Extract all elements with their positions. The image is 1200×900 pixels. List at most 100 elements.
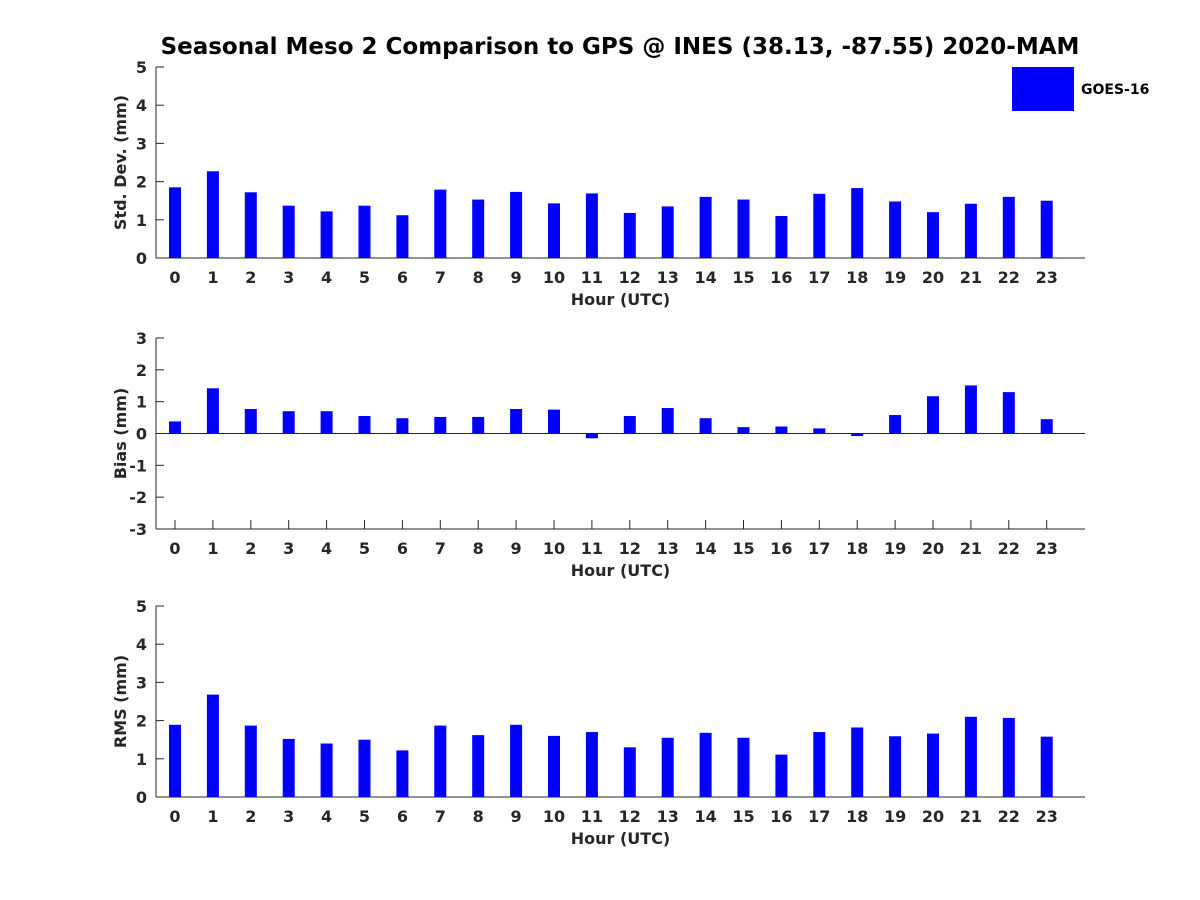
rms-x-tick-label: 10 — [543, 807, 565, 826]
rms-x-axis-label: Hour (UTC) — [571, 829, 671, 848]
bias-x-tick-label: 22 — [998, 539, 1020, 558]
std-dev-bar — [585, 193, 598, 258]
bias-bar — [737, 427, 750, 434]
rms-x-tick-label: 5 — [359, 807, 370, 826]
std-dev-bar — [358, 205, 371, 258]
rms-x-tick-label: 17 — [808, 807, 830, 826]
std-dev-bar — [434, 189, 447, 258]
rms-x-tick-label: 21 — [960, 807, 982, 826]
rms-bar — [661, 737, 674, 797]
std-dev-bar — [927, 212, 939, 258]
std-dev-bar — [1002, 196, 1015, 258]
std-dev-x-tick-label: 1 — [207, 268, 218, 287]
std-dev-x-tick-label: 11 — [581, 268, 603, 287]
legend-swatch — [1012, 67, 1074, 111]
std-dev-bar — [396, 215, 409, 258]
bias-x-tick-label: 4 — [321, 539, 332, 558]
rms-bar — [851, 727, 864, 797]
std-dev-x-axis-label: Hour (UTC) — [571, 290, 671, 309]
bias-x-tick-label: 1 — [207, 539, 218, 558]
bias-x-tick-label: 0 — [169, 539, 180, 558]
chart-title: Seasonal Meso 2 Comparison to GPS @ INES… — [161, 34, 1080, 60]
std-dev-y-axis-label: Std. Dev. (mm) — [111, 95, 130, 230]
bias-y-tick-label: -2 — [129, 488, 147, 507]
std-dev-y-tick-label: 4 — [136, 96, 147, 115]
rms-x-tick-label: 4 — [321, 807, 332, 826]
bias-y-tick-label: 3 — [136, 329, 147, 348]
bias-bar — [206, 388, 219, 434]
rms-x-tick-label: 1 — [207, 807, 218, 826]
bias-x-tick-label: 17 — [808, 539, 830, 558]
rms-x-tick-label: 12 — [619, 807, 641, 826]
bias-bar — [889, 415, 902, 434]
rms-x-tick-label: 18 — [846, 807, 868, 826]
bias-bar — [169, 421, 181, 434]
rms-x-tick-label: 13 — [657, 807, 679, 826]
bias-bar — [282, 411, 295, 434]
rms-bar — [699, 732, 712, 797]
bias-bar — [548, 409, 560, 434]
rms-bar — [396, 750, 409, 797]
std-dev-bar — [472, 199, 485, 258]
rms-bar — [813, 732, 826, 797]
std-dev-x-tick-label: 17 — [808, 268, 830, 287]
std-dev-y-tick-label: 5 — [136, 58, 147, 77]
rms-y-tick-label: 4 — [136, 635, 147, 654]
std-dev-bar — [813, 193, 826, 258]
bias-bar — [358, 415, 371, 434]
bias-x-tick-label: 21 — [960, 539, 982, 558]
std-dev-x-tick-label: 9 — [511, 268, 522, 287]
rms-x-tick-label: 6 — [397, 807, 408, 826]
bias-bar — [699, 418, 712, 434]
std-dev-x-tick-label: 22 — [998, 268, 1020, 287]
bias-x-tick-label: 14 — [694, 539, 716, 558]
rms-bar — [775, 754, 788, 797]
std-dev-x-tick-label: 15 — [732, 268, 754, 287]
bias-x-tick-label: 2 — [245, 539, 256, 558]
std-dev-x-tick-label: 20 — [922, 268, 944, 287]
std-dev-bar — [548, 203, 560, 258]
rms-bar — [737, 737, 750, 797]
bias-x-tick-label: 23 — [1036, 539, 1058, 558]
bias-x-tick-label: 11 — [581, 539, 603, 558]
rms-bar — [1040, 736, 1053, 797]
bias-bar — [1002, 392, 1015, 434]
std-dev-x-tick-label: 6 — [397, 268, 408, 287]
bias-x-axis-label: Hour (UTC) — [571, 561, 671, 580]
rms-x-tick-label: 3 — [283, 807, 294, 826]
std-dev-bar — [964, 203, 977, 258]
bias-y-tick-label: 2 — [136, 361, 147, 380]
rms-bar — [244, 725, 257, 797]
std-dev-bar — [1040, 200, 1053, 258]
std-dev-x-tick-label: 5 — [359, 268, 370, 287]
bias-y-tick-label: 1 — [136, 393, 147, 412]
rms-bar — [472, 735, 485, 797]
bias-bar — [510, 408, 523, 434]
std-dev-x-tick-label: 12 — [619, 268, 641, 287]
rms-bar — [548, 735, 560, 797]
rms-bar — [358, 739, 371, 797]
bias-bar — [661, 408, 674, 434]
rms-x-tick-label: 15 — [732, 807, 754, 826]
std-dev-x-tick-label: 8 — [473, 268, 484, 287]
std-dev-x-tick-label: 3 — [283, 268, 294, 287]
rms-x-tick-label: 22 — [998, 807, 1020, 826]
rms-bar — [585, 732, 598, 797]
std-dev-x-tick-label: 10 — [543, 268, 565, 287]
bias-bar — [396, 418, 409, 434]
std-dev-x-tick-label: 0 — [169, 268, 180, 287]
bias-x-tick-label: 10 — [543, 539, 565, 558]
bias-bar — [585, 433, 598, 439]
std-dev-x-tick-label: 21 — [960, 268, 982, 287]
bias-bar — [434, 416, 447, 434]
std-dev-y-tick-label: 2 — [136, 173, 147, 192]
rms-bar — [889, 736, 902, 797]
std-dev-x-tick-label: 19 — [884, 268, 906, 287]
std-dev-bar — [206, 171, 219, 258]
bias-bar — [623, 415, 636, 434]
std-dev-bar — [244, 192, 257, 258]
